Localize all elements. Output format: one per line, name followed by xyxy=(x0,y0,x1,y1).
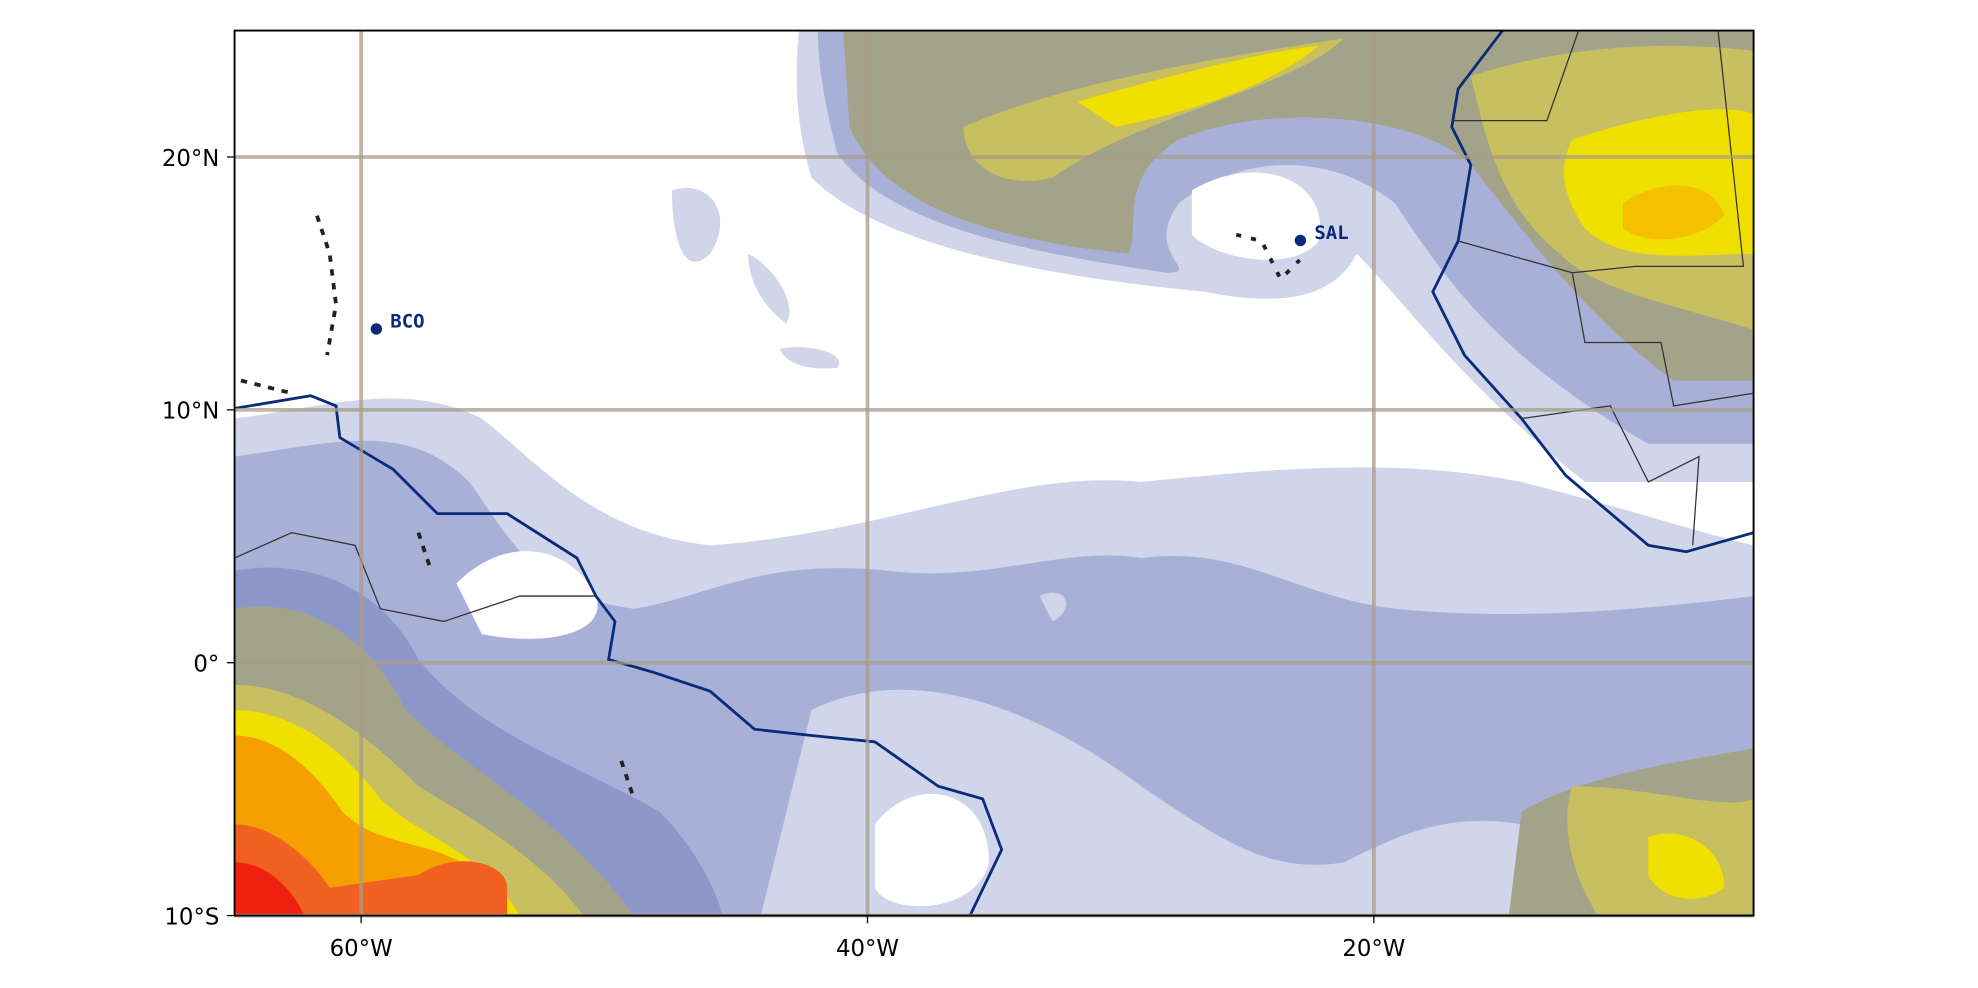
station-marker xyxy=(370,323,383,335)
field-shading xyxy=(234,30,1754,916)
y-tick-label: 0° xyxy=(193,652,219,678)
station-label: SAL xyxy=(1314,222,1348,244)
x-tick-label: 40°W xyxy=(836,936,899,962)
x-tick-label: 60°W xyxy=(330,936,393,962)
y-tick-label: 10°N xyxy=(162,399,220,425)
stations: BCO SAL xyxy=(370,222,1349,335)
map-frame xyxy=(233,29,1755,917)
y-tick-label: 20°N xyxy=(162,146,220,172)
coastlines xyxy=(234,30,1754,916)
y-tick-label: 10°S xyxy=(164,904,219,930)
axis-labels: 60°W 40°W 20°W 10°S 0° 10°N 20°N xyxy=(162,146,1405,962)
station-marker xyxy=(1294,234,1307,247)
station-label: BCO xyxy=(390,311,424,333)
x-tick-label: 20°W xyxy=(1342,936,1405,962)
